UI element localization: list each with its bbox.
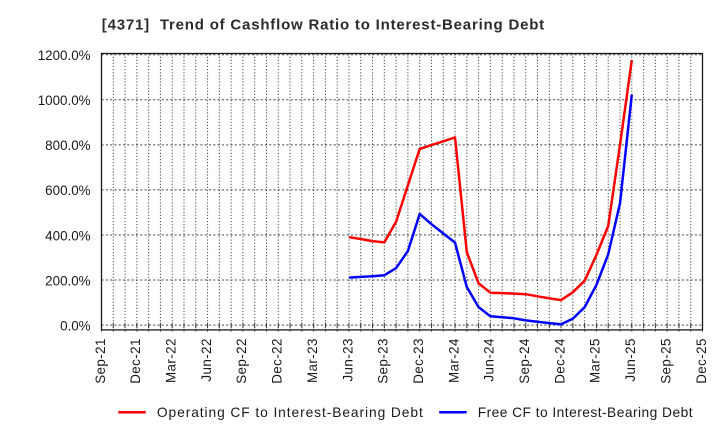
svg-text:Sep-23: Sep-23 [376, 338, 391, 384]
svg-text:Sep-24: Sep-24 [517, 338, 532, 384]
svg-text:1000.0%: 1000.0% [38, 93, 91, 108]
svg-text:Dec-22: Dec-22 [270, 338, 285, 384]
svg-text:Jun-23: Jun-23 [340, 338, 355, 381]
svg-text:Sep-21: Sep-21 [93, 338, 108, 384]
svg-text:200.0%: 200.0% [45, 273, 91, 288]
svg-text:Dec-21: Dec-21 [128, 338, 143, 384]
svg-text:Free CF to Interest-Bearing De: Free CF to Interest-Bearing Debt [478, 405, 693, 420]
svg-text:Sep-22: Sep-22 [234, 338, 249, 384]
svg-text:Sep-25: Sep-25 [658, 338, 673, 384]
svg-text:Dec-25: Dec-25 [694, 338, 709, 384]
svg-text:Mar-25: Mar-25 [588, 338, 603, 383]
svg-text:Jun-24: Jun-24 [482, 338, 497, 382]
svg-text:Jun-22: Jun-22 [199, 338, 214, 381]
svg-text:Mar-23: Mar-23 [305, 338, 320, 383]
svg-text:Dec-23: Dec-23 [411, 338, 426, 384]
svg-text:0.0%: 0.0% [60, 318, 91, 333]
svg-text:400.0%: 400.0% [45, 228, 91, 243]
svg-text:1200.0%: 1200.0% [38, 48, 91, 63]
svg-text:[4371] Trend of Cashflow Rati: [4371] Trend of Cashflow Ratio to Intere… [102, 16, 545, 33]
svg-text:600.0%: 600.0% [45, 183, 91, 198]
svg-text:Mar-24: Mar-24 [446, 338, 461, 383]
svg-text:Dec-24: Dec-24 [552, 338, 567, 384]
svg-text:Operating CF to Interest-Beari: Operating CF to Interest-Bearing Debt [157, 405, 424, 420]
svg-text:Jun-25: Jun-25 [623, 338, 638, 381]
svg-text:800.0%: 800.0% [45, 138, 91, 153]
svg-text:Mar-22: Mar-22 [164, 338, 179, 383]
